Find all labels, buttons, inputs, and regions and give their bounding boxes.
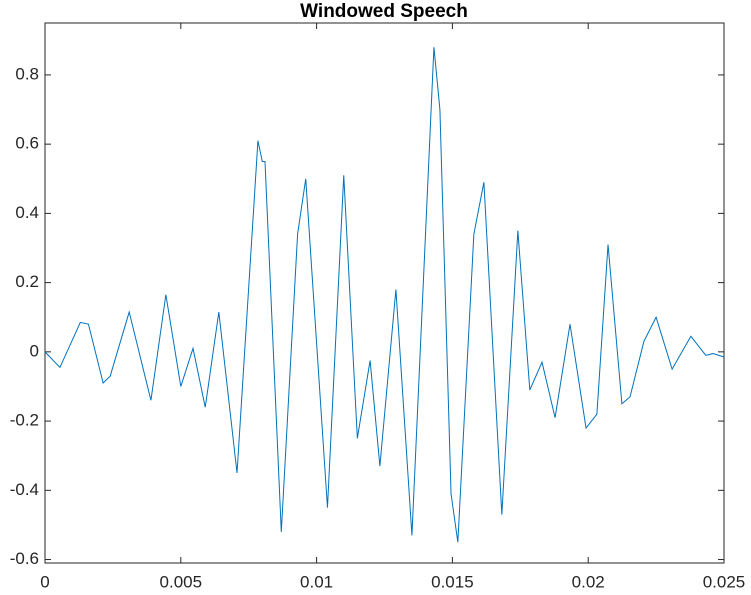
chart-title: Windowed Speech xyxy=(300,1,468,22)
x-tick-label: 0.005 xyxy=(160,572,203,591)
x-tick-label: 0.02 xyxy=(572,572,605,591)
x-tick-label: 0.01 xyxy=(300,572,333,591)
line xyxy=(44,47,725,543)
y-tick-label: -0.4 xyxy=(10,480,39,499)
y-tick-label: 0 xyxy=(30,341,39,360)
y-tick-label: 0.6 xyxy=(15,134,39,153)
y-tick-label: -0.6 xyxy=(10,549,39,568)
y-tick-label: 0.2 xyxy=(15,272,39,291)
y-tick-label: -0.2 xyxy=(10,411,39,430)
y-tick-label: 0.8 xyxy=(15,64,39,83)
axes-box xyxy=(44,22,725,564)
x-tick-label: 0.025 xyxy=(703,572,746,591)
y-tick-label: 0.4 xyxy=(15,203,39,222)
x-tick-label: 0.015 xyxy=(431,572,474,591)
x-tick-label: 0 xyxy=(40,572,49,591)
